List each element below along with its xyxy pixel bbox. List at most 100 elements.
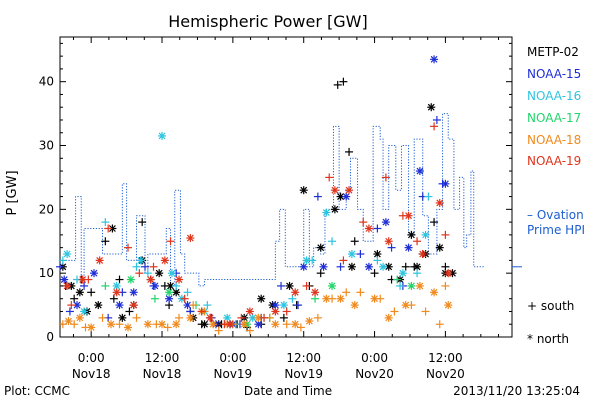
- marker-stroke: [168, 269, 176, 277]
- marker-stroke: [246, 308, 254, 315]
- point-south-noaa-19: [381, 173, 390, 182]
- point-south-noaa-18: [163, 323, 172, 332]
- marker-stroke: [90, 269, 98, 277]
- point-north-noaa-19: [175, 275, 184, 284]
- point-north-noaa-18: [209, 320, 218, 329]
- point-south-metp-02: [350, 237, 359, 246]
- x-tick-label-date-4: Nov20: [355, 367, 394, 381]
- point-south-noaa-16: [143, 269, 152, 278]
- point-south-noaa-19: [197, 307, 206, 316]
- point-north-noaa-19: [63, 281, 72, 290]
- marker-stroke: [320, 263, 327, 271]
- marker-stroke: [413, 263, 421, 271]
- marker-stroke: [430, 55, 438, 63]
- marker-stroke: [427, 103, 435, 111]
- marker-stroke: [127, 276, 135, 283]
- point-north-noaa-19: [129, 301, 138, 310]
- x-tick-label-time-1: 12:00: [145, 351, 180, 365]
- legend-ovation-line-2: Prime HPI: [527, 223, 585, 237]
- point-south-noaa-18: [214, 326, 223, 335]
- point-north-noaa-19: [78, 275, 87, 284]
- marker-stroke: [416, 282, 424, 290]
- point-south-metp-02: [333, 80, 342, 89]
- marker-stroke: [271, 301, 279, 309]
- point-north-noaa-18: [172, 320, 181, 329]
- point-north-noaa-18: [143, 320, 152, 329]
- marker-stroke: [337, 295, 344, 303]
- marker-stroke: [165, 295, 173, 303]
- point-north-noaa-15: [319, 262, 328, 271]
- point-north-noaa-18: [107, 320, 116, 329]
- point-south-noaa-16: [183, 288, 192, 297]
- point-north-noaa-19: [418, 250, 427, 259]
- marker-stroke: [161, 256, 169, 264]
- point-north-noaa-18: [350, 301, 359, 310]
- x-tick-label-time-4: 0:00: [361, 351, 388, 365]
- point-north-metp-02: [75, 288, 84, 297]
- point-south-noaa-17: [393, 275, 402, 284]
- marker-stroke: [419, 250, 427, 258]
- point-south-noaa-19: [67, 301, 76, 310]
- point-south-noaa-16: [101, 218, 110, 227]
- point-south-noaa-19: [359, 218, 368, 227]
- marker-stroke: [186, 234, 194, 242]
- marker-stroke: [240, 320, 248, 328]
- point-south-noaa-15: [277, 281, 286, 290]
- marker-stroke: [385, 237, 393, 245]
- marker-stroke: [76, 314, 84, 322]
- marker-stroke: [130, 301, 138, 309]
- point-north-noaa-16: [379, 262, 388, 271]
- marker-stroke: [79, 276, 87, 283]
- point-north-noaa-15: [60, 275, 69, 284]
- point-south-metp-02: [430, 218, 439, 227]
- point-south-noaa-17: [150, 294, 159, 303]
- marker-stroke: [385, 263, 393, 271]
- x-tick-label-date-0: Nov18: [72, 367, 111, 381]
- point-north-metp-02: [435, 243, 444, 252]
- point-north-metp-02: [336, 192, 345, 201]
- point-south-noaa-18: [421, 307, 430, 316]
- point-north-noaa-16: [322, 208, 331, 217]
- legend-entry-metp-02: METP-02: [527, 45, 579, 59]
- marker-stroke: [402, 301, 410, 309]
- marker-stroke: [407, 282, 415, 290]
- x-tick-label-time-0: 0:00: [78, 351, 105, 365]
- marker-stroke: [322, 209, 330, 216]
- point-south-noaa-18: [435, 320, 444, 329]
- point-north-metp-02: [257, 294, 266, 303]
- marker-stroke: [444, 269, 452, 277]
- point-north-noaa-15: [73, 301, 82, 310]
- point-north-noaa-15: [299, 262, 308, 271]
- point-north-noaa-18: [64, 317, 73, 326]
- marker-stroke: [172, 288, 180, 296]
- point-north-noaa-16: [347, 250, 356, 259]
- point-south-metp-02: [345, 147, 354, 156]
- point-south-noaa-19: [237, 313, 246, 322]
- marker-stroke: [430, 288, 438, 296]
- point-south-noaa-15: [336, 262, 345, 271]
- point-north-noaa-19: [311, 288, 320, 297]
- marker-stroke: [147, 276, 155, 283]
- point-south-noaa-18: [175, 313, 184, 322]
- marker-stroke: [94, 301, 102, 309]
- point-north-noaa-16: [167, 269, 176, 278]
- point-north-metp-02: [118, 313, 127, 322]
- marker-stroke: [65, 317, 72, 325]
- point-south-metp-02: [87, 288, 96, 297]
- marker-stroke: [337, 193, 344, 200]
- marker-stroke: [155, 269, 163, 277]
- marker-stroke: [436, 244, 444, 252]
- y-tick-label-0: 0: [46, 330, 54, 344]
- marker-stroke: [109, 225, 116, 232]
- point-north-noaa-19: [95, 256, 104, 265]
- point-north-noaa-18: [254, 313, 263, 322]
- point-south-noaa-18: [282, 320, 291, 329]
- point-south-noaa-16: [132, 262, 141, 271]
- point-north-metp-02: [94, 301, 103, 310]
- point-north-noaa-18: [370, 294, 379, 303]
- ovation-hpi-line: [62, 113, 486, 287]
- marker-stroke: [201, 320, 208, 328]
- marker-stroke: [249, 314, 257, 322]
- marker-stroke: [441, 180, 449, 188]
